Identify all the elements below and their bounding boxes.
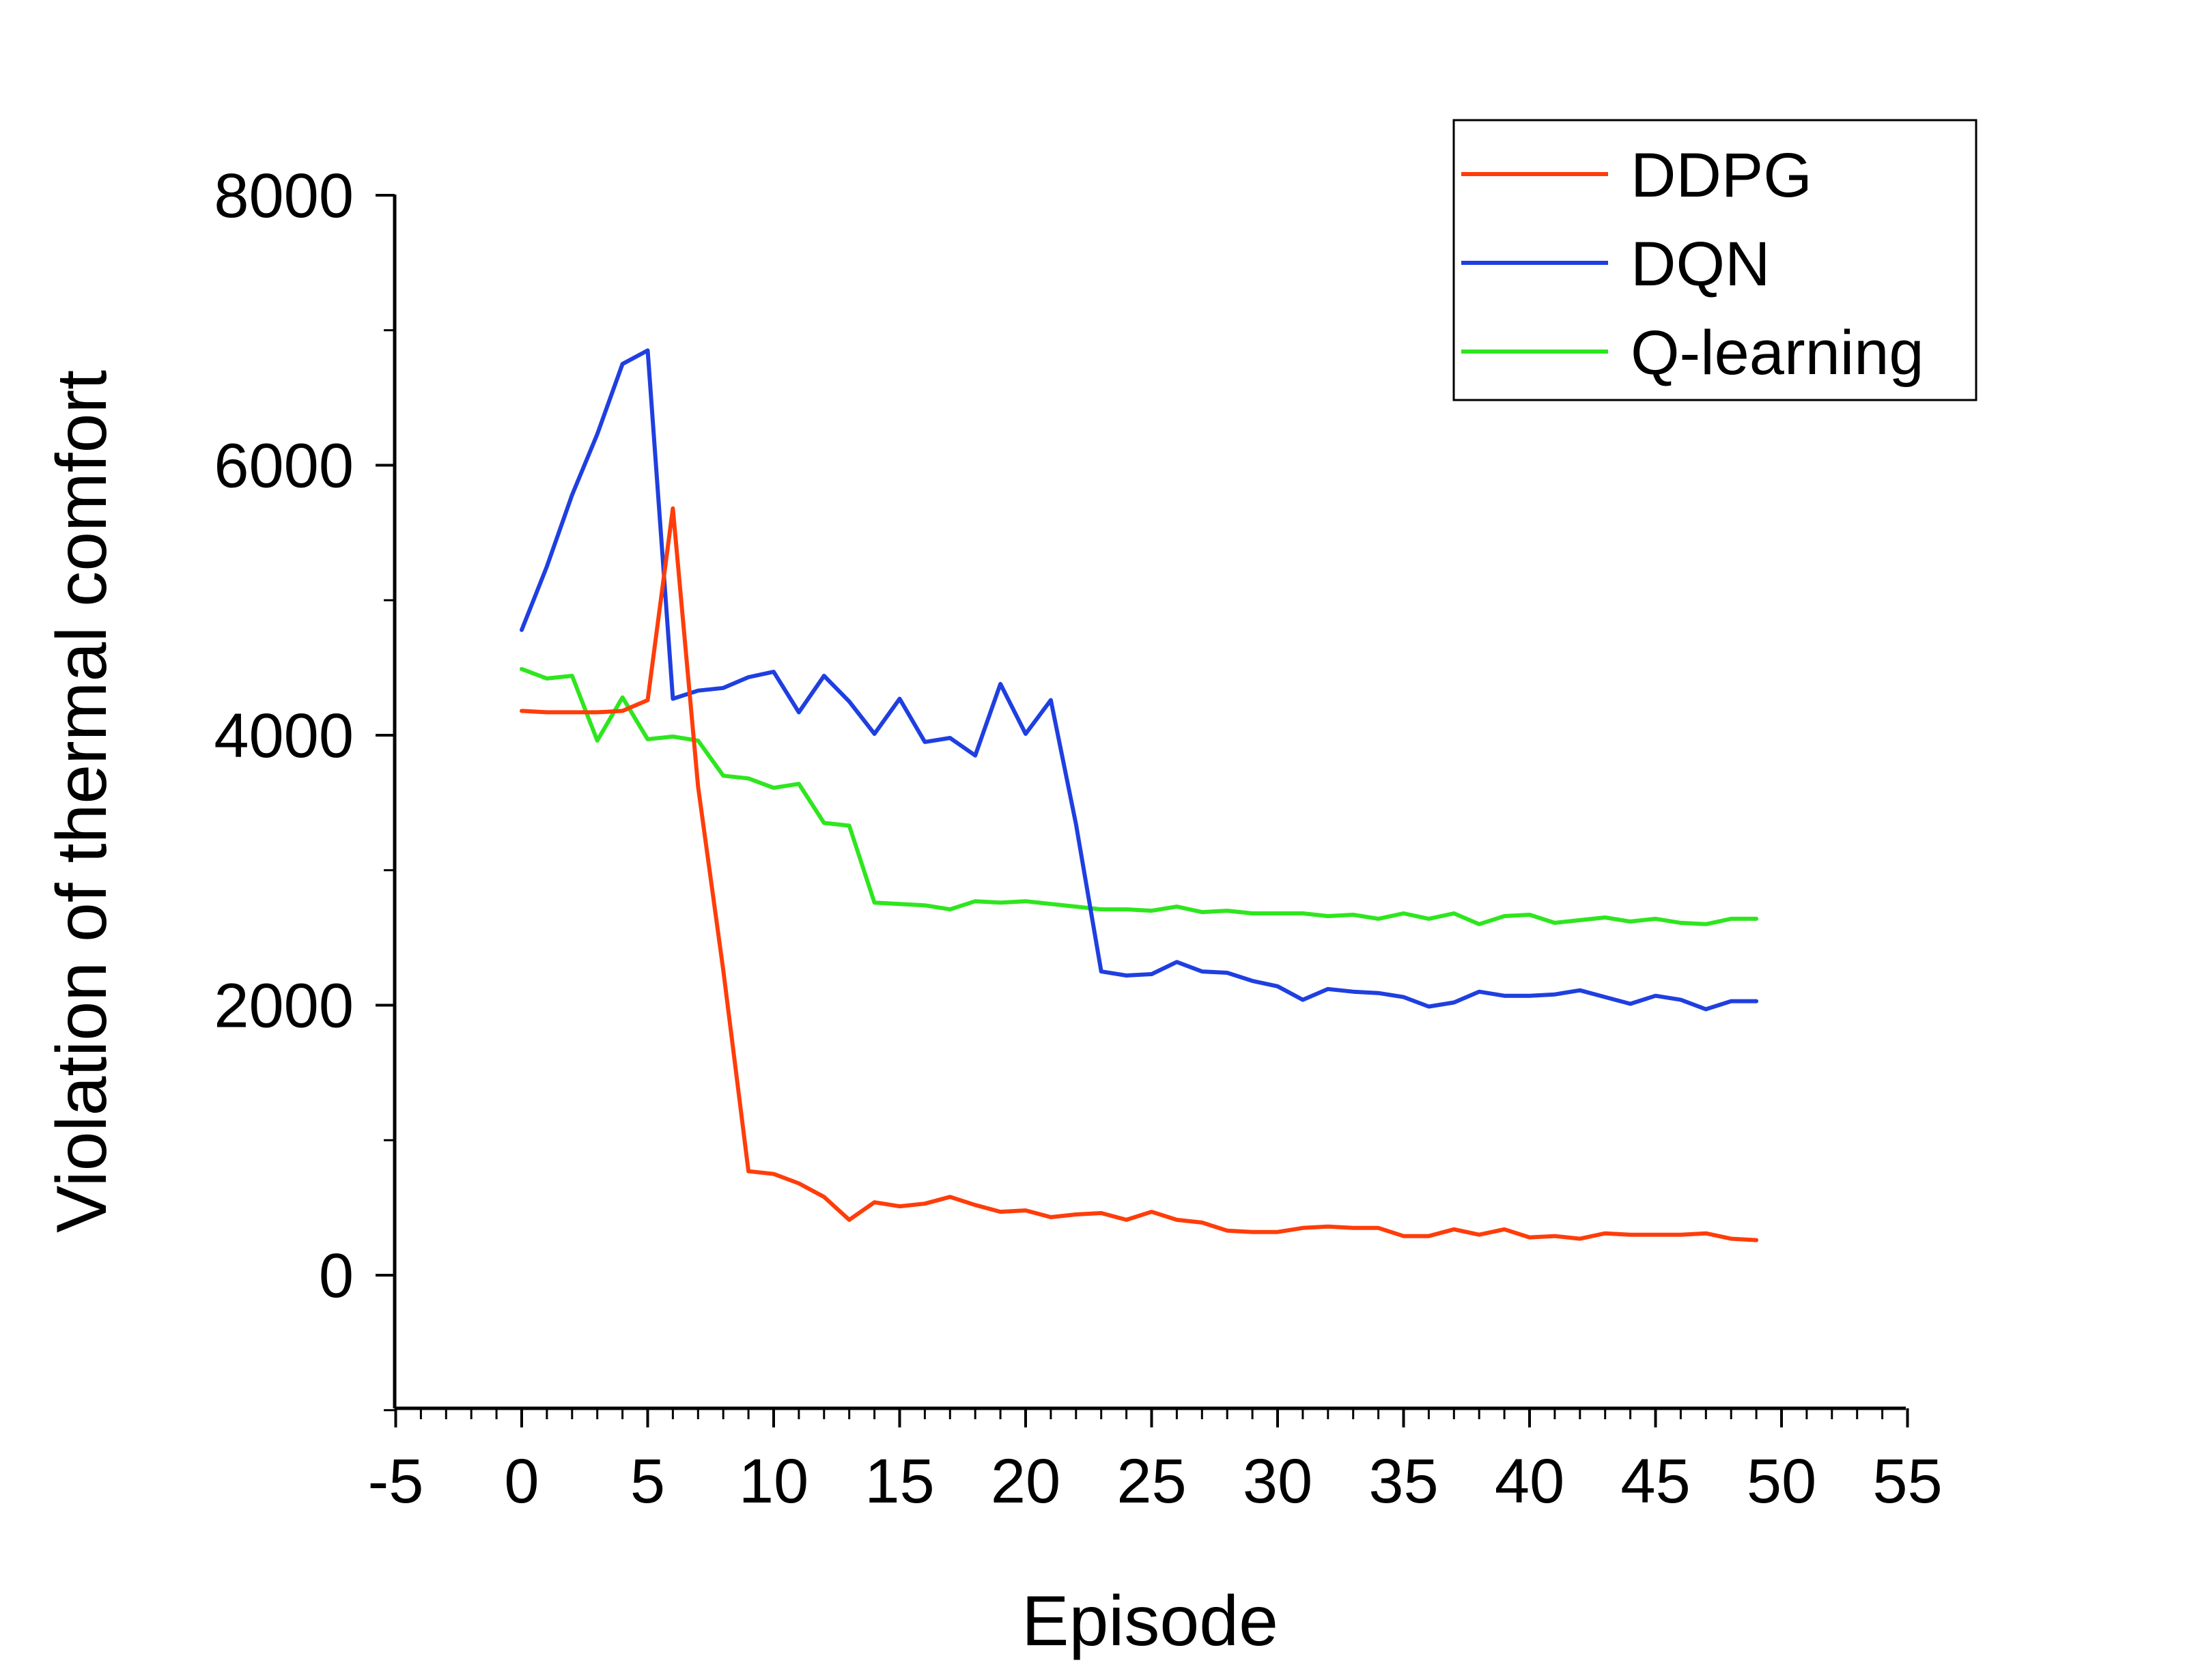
plot-lines	[520, 348, 1759, 1242]
y-tick-label: 0	[319, 1241, 354, 1311]
series-line-q-learning	[520, 667, 1759, 926]
x-ticks: -5 0 5 10 15 20 25 30 35 40 45 50 55	[368, 1408, 1943, 1516]
x-tick-label: 0	[504, 1447, 539, 1516]
y-axis-title: Violation of thermal comfort	[42, 370, 122, 1233]
x-tick-label: 5	[630, 1447, 665, 1516]
x-tick-label: 20	[991, 1447, 1060, 1516]
series-line-ddpg	[520, 506, 1759, 1242]
x-tick-label: 45	[1620, 1447, 1690, 1516]
y-tick-label: 8000	[214, 161, 354, 231]
x-tick-label: -5	[368, 1447, 424, 1516]
legend-entries: DDPG DQN Q-learning	[1461, 141, 1924, 388]
x-axis-title: Episode	[1022, 1582, 1278, 1661]
x-tick-label: 40	[1495, 1447, 1564, 1516]
x-tick-label: 35	[1368, 1447, 1438, 1516]
y-tick-label: 4000	[214, 701, 354, 771]
legend-label: DQN	[1631, 229, 1770, 299]
legend-label: Q-learning	[1631, 318, 1924, 388]
axes: -5 0 5 10 15 20 25 30 35 40 45 50 55 0 2000 4000 6000 80…	[214, 161, 1942, 1516]
x-tick-label: 15	[864, 1447, 934, 1516]
legend-label: DDPG	[1631, 141, 1812, 210]
x-tick-label: 25	[1116, 1447, 1186, 1516]
x-tick-label: 10	[739, 1447, 808, 1516]
legend: DDPG DQN Q-learning	[1452, 119, 1977, 401]
y-tick-label: 6000	[214, 431, 354, 501]
x-tick-label: 50	[1747, 1447, 1816, 1516]
series-line-dqn	[520, 348, 1759, 1012]
y-tick-label: 2000	[214, 971, 354, 1041]
x-tick-label: 55	[1872, 1447, 1942, 1516]
y-ticks: 0 2000 4000 6000 8000	[214, 161, 395, 1412]
x-tick-label: 30	[1243, 1447, 1312, 1516]
